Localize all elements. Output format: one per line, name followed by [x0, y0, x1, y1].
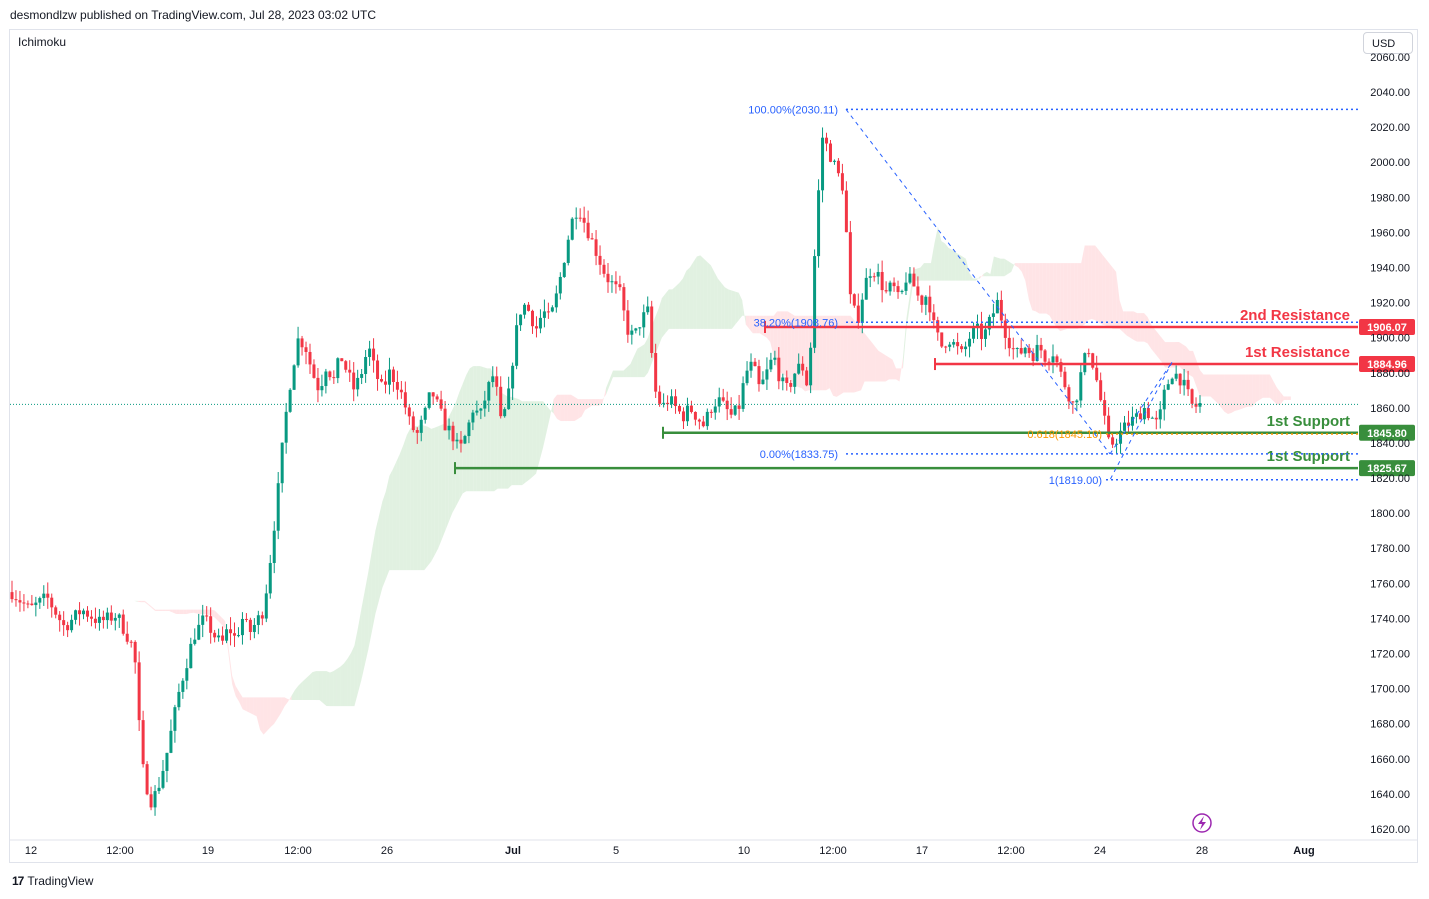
tradingview-logo-icon: 17 — [12, 874, 24, 888]
indicator-label[interactable]: Ichimoku — [18, 35, 67, 49]
footer-brand[interactable]: 17 TradingView — [12, 874, 93, 888]
currency-button[interactable]: USD — [1363, 32, 1413, 54]
chart-frame — [9, 29, 1418, 863]
publish-info: desmondlzw published on TradingView.com,… — [10, 8, 376, 22]
brand-name: TradingView — [27, 874, 94, 888]
